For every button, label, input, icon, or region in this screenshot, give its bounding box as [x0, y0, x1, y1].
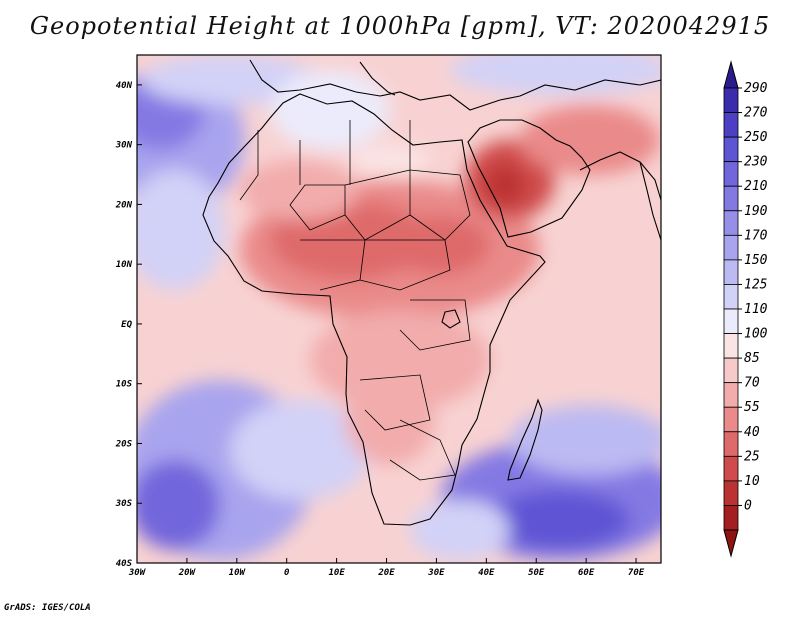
x-tick-label: 20W	[178, 568, 197, 578]
italy-coastline	[359, 61, 396, 96]
lake-victoria	[441, 309, 461, 329]
colorbar-label: 190	[744, 204, 768, 219]
colorbar-swatch	[723, 87, 739, 113]
colorbar-swatch	[723, 234, 739, 261]
x-axis: 30W 20W 10W 0 10E 20E 30E 40E 50E 60E 70E	[128, 558, 645, 578]
coastlines	[202, 59, 661, 526]
colorbar-label: 110	[744, 302, 768, 317]
y-tick-label: 20S	[115, 439, 133, 449]
y-tick-label: 10N	[116, 260, 133, 270]
colorbar-swatch	[723, 112, 739, 138]
colorbar-label: 70	[744, 376, 760, 391]
colorbar-max-arrow	[723, 60, 739, 89]
country-borders	[239, 120, 471, 481]
colorbar-swatch	[723, 210, 739, 236]
height-field	[137, 55, 661, 563]
x-tick-label: 50E	[528, 568, 545, 578]
colorbar-swatch	[723, 382, 739, 408]
y-tick-label: 30S	[115, 499, 133, 509]
colorbar: 2902702502302101901701501251101008570554…	[723, 60, 768, 558]
colorbar-label: 55	[744, 400, 760, 415]
y-tick-label: EQ	[121, 320, 132, 330]
x-tick-label: 70E	[628, 568, 645, 578]
madagascar-coastline	[507, 398, 543, 481]
colorbar-label: 150	[744, 253, 768, 268]
x-tick-label: 20E	[377, 568, 395, 578]
y-tick-label: 30N	[115, 141, 133, 151]
chart-title: Geopotential Height at 1000hPa [gpm], VT…	[29, 12, 771, 40]
colorbar-label: 25	[744, 449, 760, 464]
y-tick-label: 40S	[116, 559, 133, 569]
colorbar-swatch	[723, 259, 739, 285]
colorbar-swatch	[723, 136, 739, 163]
colorbar-swatch	[723, 284, 739, 310]
y-axis: 40N 30N 20N 10N EQ 10S 20S 30S 40S	[115, 81, 142, 569]
colorbar-label: 230	[744, 155, 768, 170]
colorbar-label: 0	[744, 498, 752, 513]
grads-credit: GrADS: IGES/COLA	[4, 603, 91, 613]
colorbar-swatch	[723, 406, 739, 433]
colorbar-swatch	[723, 455, 739, 482]
colorbar-swatch	[723, 185, 739, 212]
colorbar-swatch	[723, 505, 739, 531]
colorbar-label: 250	[744, 130, 768, 145]
africa-coastline	[202, 93, 546, 526]
colorbar-swatch	[723, 357, 739, 384]
colorbar-min-arrow	[723, 529, 739, 558]
colorbar-label: 100	[744, 327, 768, 342]
colorbar-label: 85	[744, 351, 760, 366]
y-tick-label: 10S	[116, 380, 133, 390]
europe-coastline	[249, 59, 661, 111]
plot-frame	[136, 54, 662, 564]
colorbar-label: 210	[744, 179, 768, 194]
colorbar-label: 125	[744, 277, 768, 292]
colorbar-swatch	[723, 161, 739, 187]
asia-coastline	[579, 151, 661, 201]
x-tick-label: 10E	[328, 568, 345, 578]
india-coastline	[639, 161, 661, 241]
colorbar-label: 40	[744, 425, 760, 440]
colorbar-label: 170	[744, 228, 768, 243]
colorbar-label: 290	[744, 81, 768, 96]
arabia-coastline	[467, 119, 591, 238]
colorbar-swatch	[723, 308, 739, 334]
x-tick-label: 60E	[578, 568, 595, 578]
y-tick-label: 40N	[116, 81, 133, 91]
x-tick-label: 30E	[427, 568, 445, 578]
y-tick-label: 20N	[115, 200, 133, 210]
colorbar-swatch	[723, 480, 739, 506]
colorbar-label: 270	[744, 106, 768, 121]
colorbar-label: 10	[744, 474, 760, 489]
x-tick-label: 40E	[478, 568, 495, 578]
x-tick-label: 10W	[229, 568, 247, 578]
colorbar-swatch	[723, 431, 739, 457]
colorbar-swatch	[723, 333, 739, 359]
x-tick-label: 0	[284, 568, 290, 578]
x-tick-label: 30W	[128, 568, 147, 578]
